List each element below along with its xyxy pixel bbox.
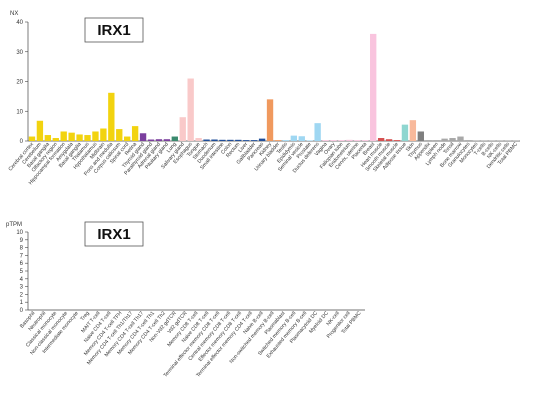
bar[interactable]: [489, 140, 496, 141]
bar[interactable]: [322, 140, 329, 141]
tissue-expression-chart: NX IRX1 0 10 20 30 40 Cerebral cortexCerebel…: [8, 11, 520, 186]
bar[interactable]: [131, 126, 139, 141]
bar[interactable]: [330, 140, 337, 141]
y-tick-label: 7: [20, 253, 24, 259]
bar[interactable]: [274, 140, 282, 141]
bar[interactable]: [306, 140, 313, 141]
y-tick-label: 10: [16, 230, 23, 236]
bar[interactable]: [425, 140, 432, 141]
bar[interactable]: [68, 132, 75, 141]
bar[interactable]: [512, 140, 520, 141]
y-tick-label: 30: [16, 50, 23, 56]
bar[interactable]: [266, 99, 274, 141]
bar[interactable]: [203, 139, 210, 141]
bar[interactable]: [147, 139, 155, 141]
y-tick-label: 10: [16, 109, 23, 115]
bar[interactable]: [243, 140, 250, 141]
bar[interactable]: [92, 131, 99, 141]
bar[interactable]: [401, 124, 409, 141]
bar[interactable]: [227, 139, 234, 141]
bar[interactable]: [473, 140, 480, 141]
y-axis-unit-label: NX: [10, 11, 18, 17]
bar[interactable]: [76, 134, 83, 141]
y-tick-label: 0: [20, 139, 24, 145]
bar[interactable]: [409, 120, 417, 141]
bar[interactable]: [290, 135, 298, 141]
y-tick-label: 40: [16, 20, 23, 26]
bar[interactable]: [44, 135, 52, 141]
y-tick-label: 6: [20, 261, 24, 267]
chart-title-2: IRX1: [97, 226, 130, 243]
bars: [28, 33, 520, 141]
bar[interactable]: [155, 139, 163, 141]
bar[interactable]: [385, 139, 393, 141]
bar[interactable]: [171, 136, 178, 141]
bar[interactable]: [481, 140, 488, 141]
bar[interactable]: [84, 135, 91, 141]
bar[interactable]: [433, 140, 440, 141]
y-tick-label: 1: [20, 300, 24, 306]
y-tick-label: 2: [20, 292, 24, 298]
x-tick-label: Skin: [405, 141, 416, 153]
y-tick-label: 5: [20, 269, 24, 275]
bar[interactable]: [314, 123, 321, 141]
bar[interactable]: [354, 140, 361, 141]
bar[interactable]: [100, 128, 107, 141]
bar[interactable]: [163, 139, 171, 141]
y-tick-label: 8: [20, 246, 24, 252]
y-tick-label: 0: [20, 308, 24, 314]
y-axis-unit-label-2: pTPM: [6, 222, 22, 228]
bar[interactable]: [124, 136, 131, 141]
bar[interactable]: [282, 140, 290, 141]
bar[interactable]: [393, 140, 401, 141]
y-tick-label: 4: [20, 277, 24, 283]
chart-title: IRX1: [97, 22, 130, 39]
bar[interactable]: [258, 138, 266, 141]
bar[interactable]: [496, 140, 504, 141]
bar[interactable]: [298, 136, 305, 141]
bar[interactable]: [417, 131, 424, 141]
bar[interactable]: [338, 140, 345, 141]
bar[interactable]: [346, 139, 353, 141]
bar[interactable]: [108, 92, 115, 141]
bar[interactable]: [60, 131, 67, 141]
bar[interactable]: [457, 136, 464, 141]
bar[interactable]: [219, 139, 226, 141]
bar[interactable]: [28, 136, 36, 141]
bar[interactable]: [370, 33, 377, 141]
y-tick-label: 20: [16, 80, 23, 86]
bar[interactable]: [36, 120, 44, 141]
y-tick-label: 3: [20, 285, 24, 291]
gene-title-box: [84, 17, 144, 43]
gene-title-box-2: [84, 221, 144, 247]
bar[interactable]: [52, 138, 59, 141]
bar[interactable]: [195, 138, 202, 141]
x-tick-label: Treg: [79, 310, 90, 322]
bar[interactable]: [504, 140, 512, 141]
bar[interactable]: [465, 140, 472, 141]
bar[interactable]: [449, 138, 456, 141]
y-tick-label: 9: [20, 238, 24, 244]
x-tick-label: Liver: [237, 141, 249, 154]
bar[interactable]: [362, 140, 369, 141]
bar[interactable]: [187, 78, 194, 141]
bar[interactable]: [179, 117, 186, 141]
bar[interactable]: [250, 140, 258, 141]
bar[interactable]: [116, 129, 123, 141]
bar[interactable]: [139, 133, 147, 141]
bar[interactable]: [441, 138, 448, 141]
bar[interactable]: [377, 138, 385, 141]
bar[interactable]: [235, 139, 242, 141]
bar[interactable]: [211, 139, 218, 141]
